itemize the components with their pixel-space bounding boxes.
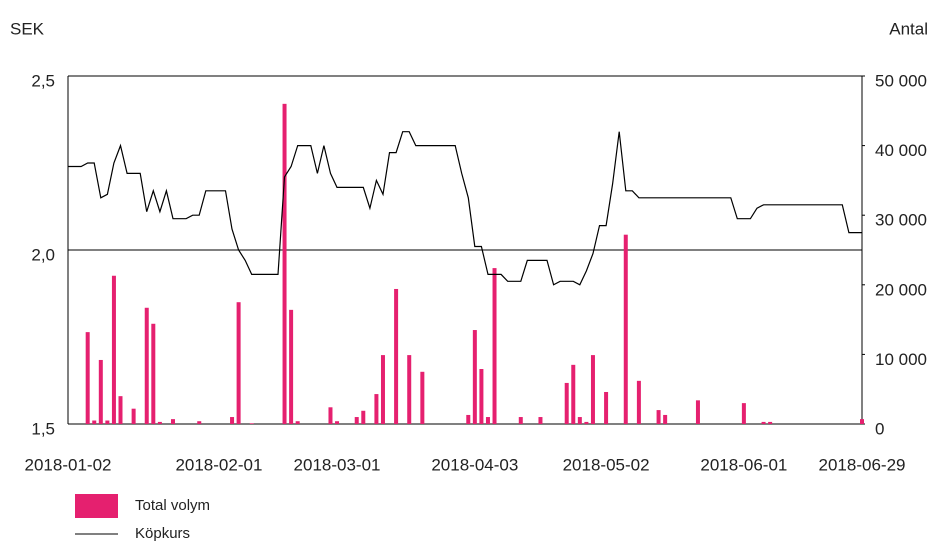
bar	[111, 275, 116, 424]
bar	[85, 332, 90, 424]
y-tick-label: 1,5	[31, 419, 55, 438]
bar	[695, 400, 700, 424]
bar	[354, 417, 359, 424]
bar	[394, 288, 399, 424]
bar	[564, 382, 569, 424]
y-tick-label: 2,0	[31, 245, 55, 264]
bar	[571, 364, 576, 424]
bar	[230, 417, 235, 424]
y2-tick-label: 20 000	[875, 280, 927, 299]
bar	[295, 421, 300, 424]
bar	[518, 417, 523, 424]
y-tick-label: 2,5	[31, 71, 55, 90]
legend-label: Köpkurs	[135, 525, 190, 541]
bar	[328, 407, 333, 424]
bar	[407, 355, 412, 424]
bar	[131, 408, 136, 424]
bar	[472, 330, 477, 424]
x-tick-label: 2018-06-01	[700, 455, 787, 474]
bar	[604, 391, 609, 424]
y2-tick-label: 10 000	[875, 350, 927, 369]
legend-swatch	[75, 494, 118, 518]
bar	[663, 414, 668, 424]
bar	[492, 268, 497, 424]
bar	[768, 421, 773, 424]
y2-tick-label: 0	[875, 419, 884, 438]
bar	[584, 421, 589, 424]
bar	[98, 359, 103, 424]
bar	[479, 369, 484, 424]
y-axis-label: SEK	[10, 19, 45, 38]
x-tick-label: 2018-03-01	[294, 455, 381, 474]
legend-label: Total volym	[135, 497, 210, 514]
x-tick-label: 2018-06-29	[819, 455, 906, 474]
x-tick-label: 2018-05-02	[563, 455, 650, 474]
bar	[374, 394, 379, 424]
bar	[860, 419, 864, 424]
bar	[289, 309, 294, 424]
bar	[144, 307, 149, 424]
bar	[335, 421, 340, 424]
bar	[577, 417, 582, 424]
bar	[420, 371, 425, 424]
bar	[92, 420, 97, 424]
x-tick-label: 2018-01-02	[25, 455, 112, 474]
bar	[282, 103, 287, 424]
bar	[249, 423, 254, 424]
y2-axis-label: Antal	[889, 19, 928, 38]
bar	[466, 414, 471, 424]
bar	[105, 420, 110, 424]
bar	[170, 419, 175, 424]
x-tick-label: 2018-02-01	[175, 455, 262, 474]
bar	[157, 421, 162, 424]
bar	[361, 410, 366, 424]
bar	[741, 403, 746, 424]
y2-tick-label: 50 000	[875, 71, 927, 90]
bar	[197, 421, 202, 424]
bar	[656, 410, 661, 424]
bar	[485, 417, 490, 424]
bar	[380, 355, 385, 424]
bar	[623, 234, 628, 424]
bar	[636, 380, 641, 424]
y2-tick-label: 40 000	[875, 141, 927, 160]
bar	[538, 417, 543, 424]
bar	[761, 421, 766, 424]
bar	[118, 396, 123, 424]
price-line	[68, 131, 862, 286]
x-tick-label: 2018-04-03	[431, 455, 518, 474]
bar	[151, 323, 156, 424]
bar	[236, 302, 241, 424]
y2-tick-label: 30 000	[875, 211, 927, 230]
bar	[590, 355, 595, 424]
